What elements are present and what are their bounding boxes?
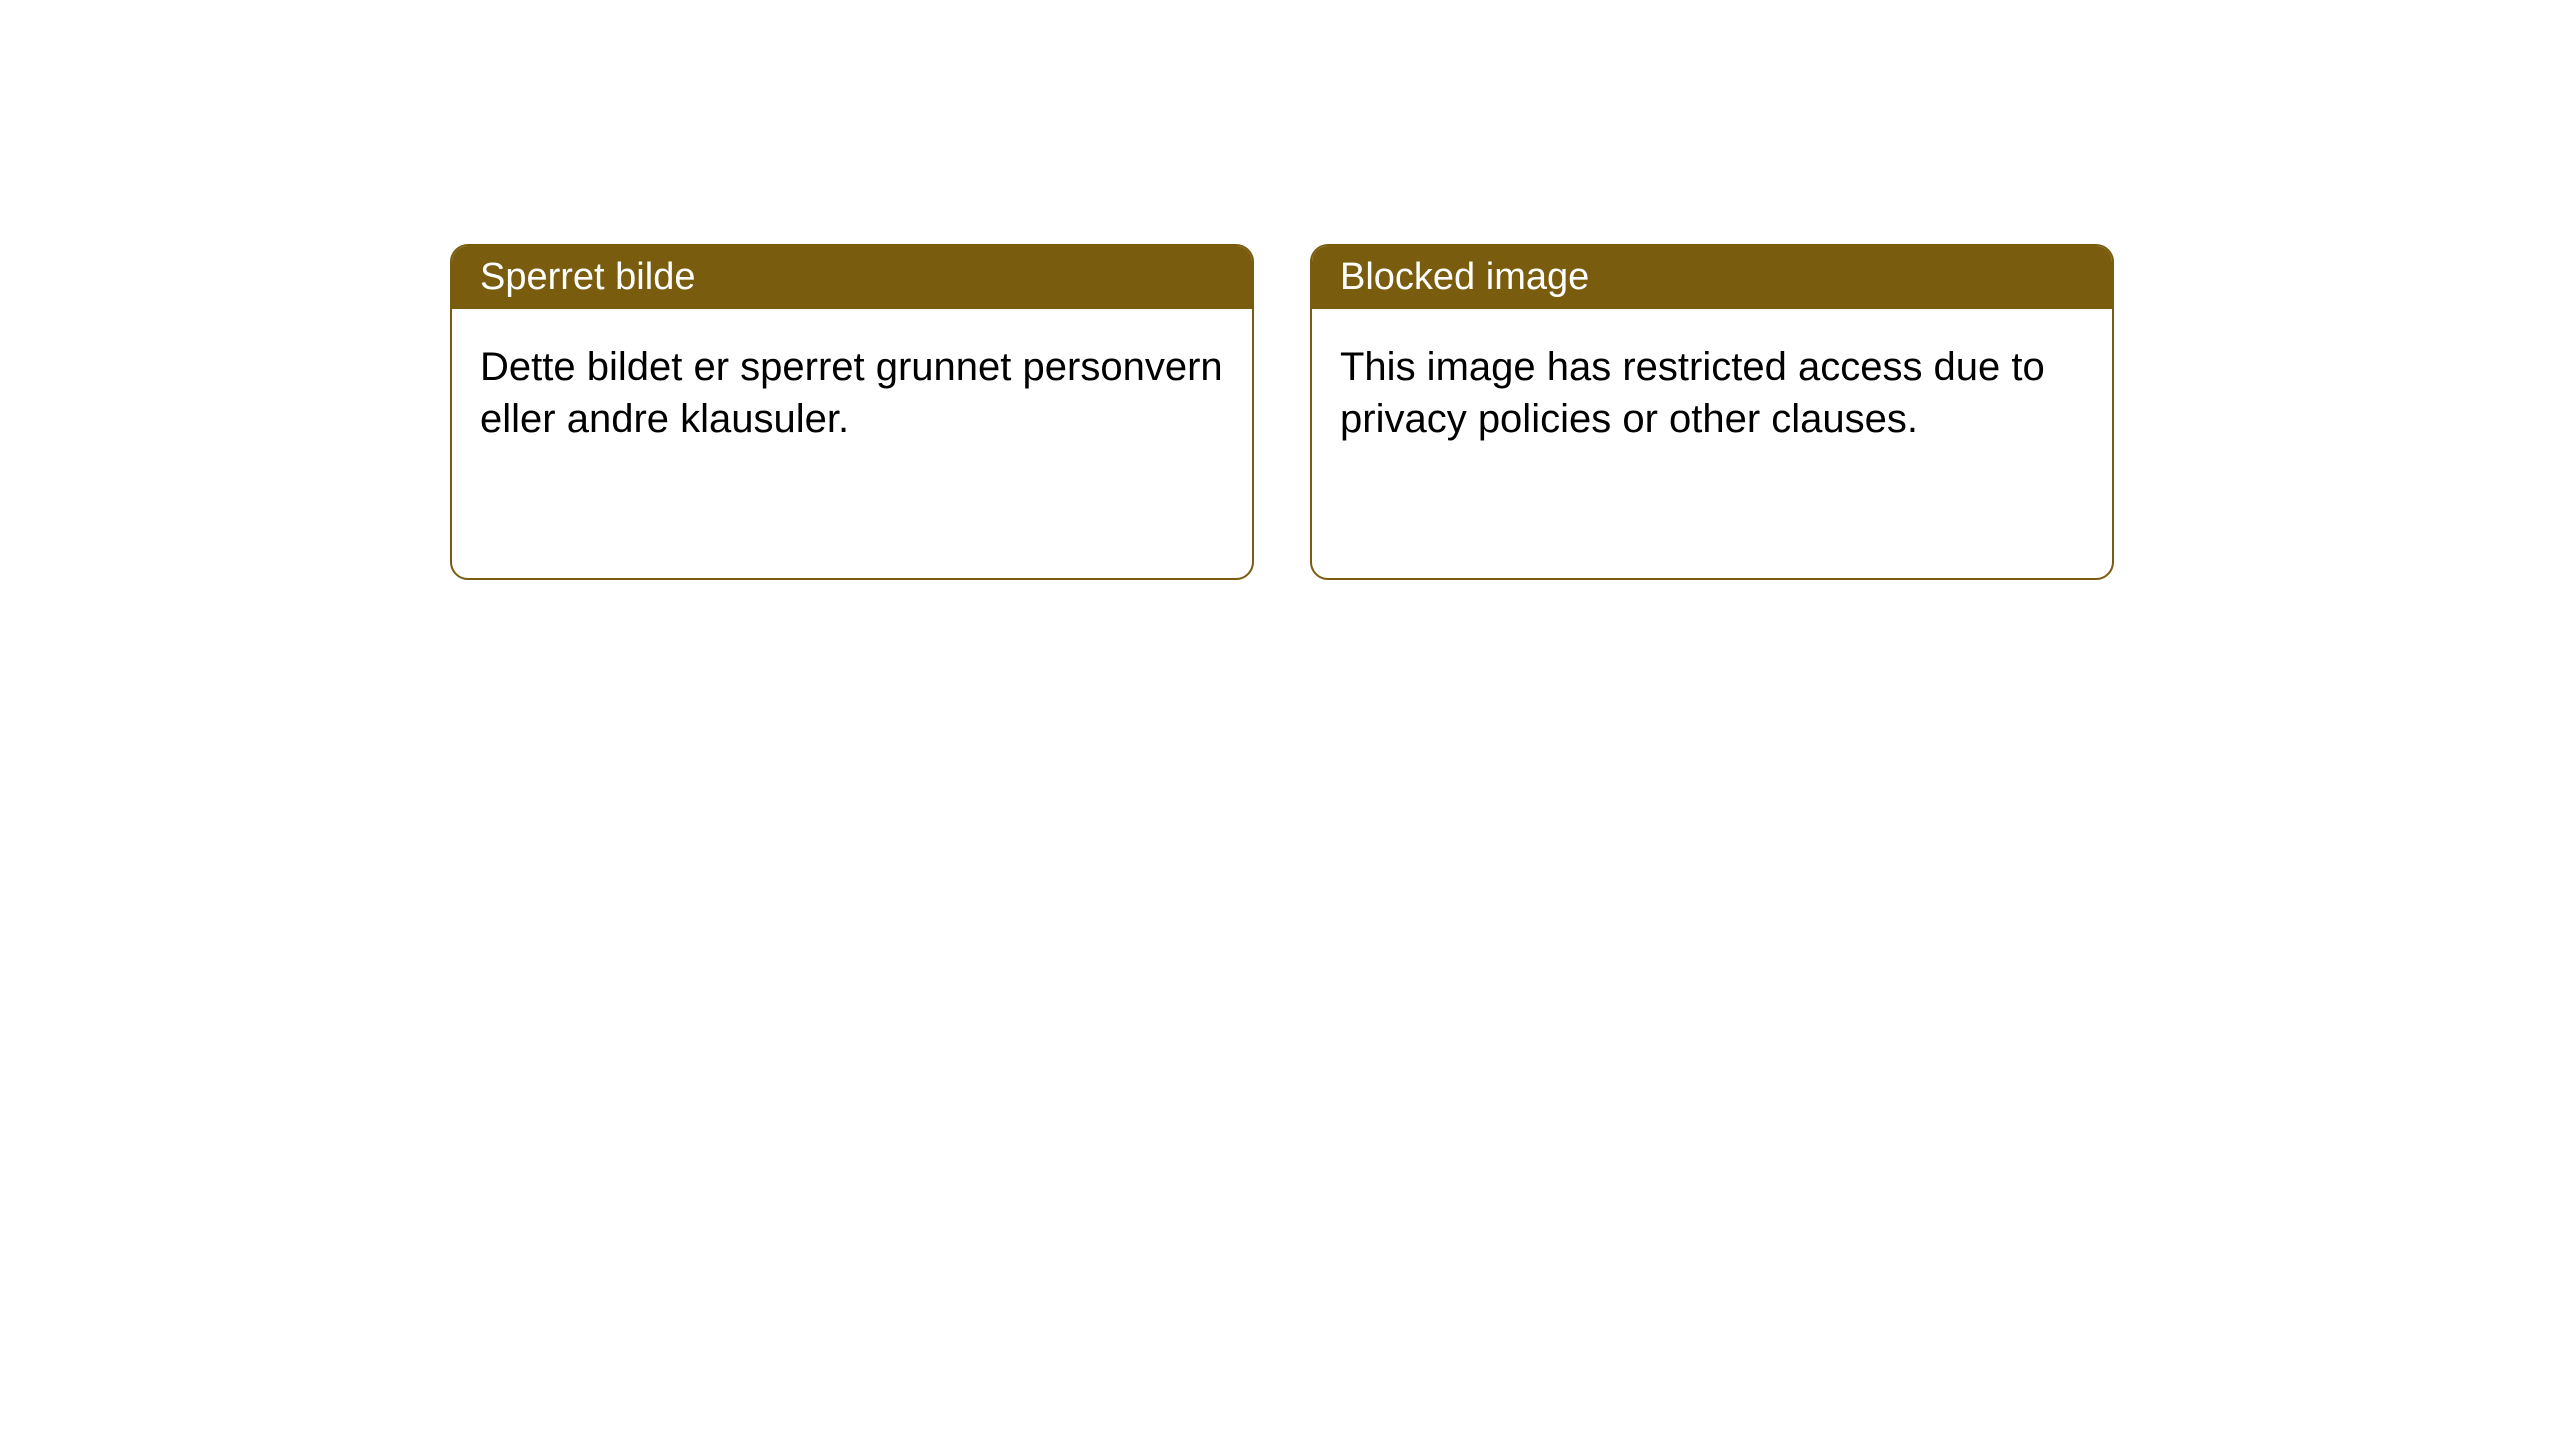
notice-card-english: Blocked image This image has restricted … xyxy=(1310,244,2114,580)
notice-body: Dette bildet er sperret grunnet personve… xyxy=(452,309,1252,477)
notice-message: Dette bildet er sperret grunnet personve… xyxy=(480,345,1223,441)
notice-title: Sperret bilde xyxy=(480,256,695,298)
notice-header: Sperret bilde xyxy=(452,246,1252,309)
notice-title: Blocked image xyxy=(1340,256,1589,298)
notice-header: Blocked image xyxy=(1312,246,2112,309)
notice-card-norwegian: Sperret bilde Dette bildet er sperret gr… xyxy=(450,244,1254,580)
notice-body: This image has restricted access due to … xyxy=(1312,309,2112,477)
notices-container: Sperret bilde Dette bildet er sperret gr… xyxy=(0,0,2560,580)
notice-message: This image has restricted access due to … xyxy=(1340,345,2045,441)
